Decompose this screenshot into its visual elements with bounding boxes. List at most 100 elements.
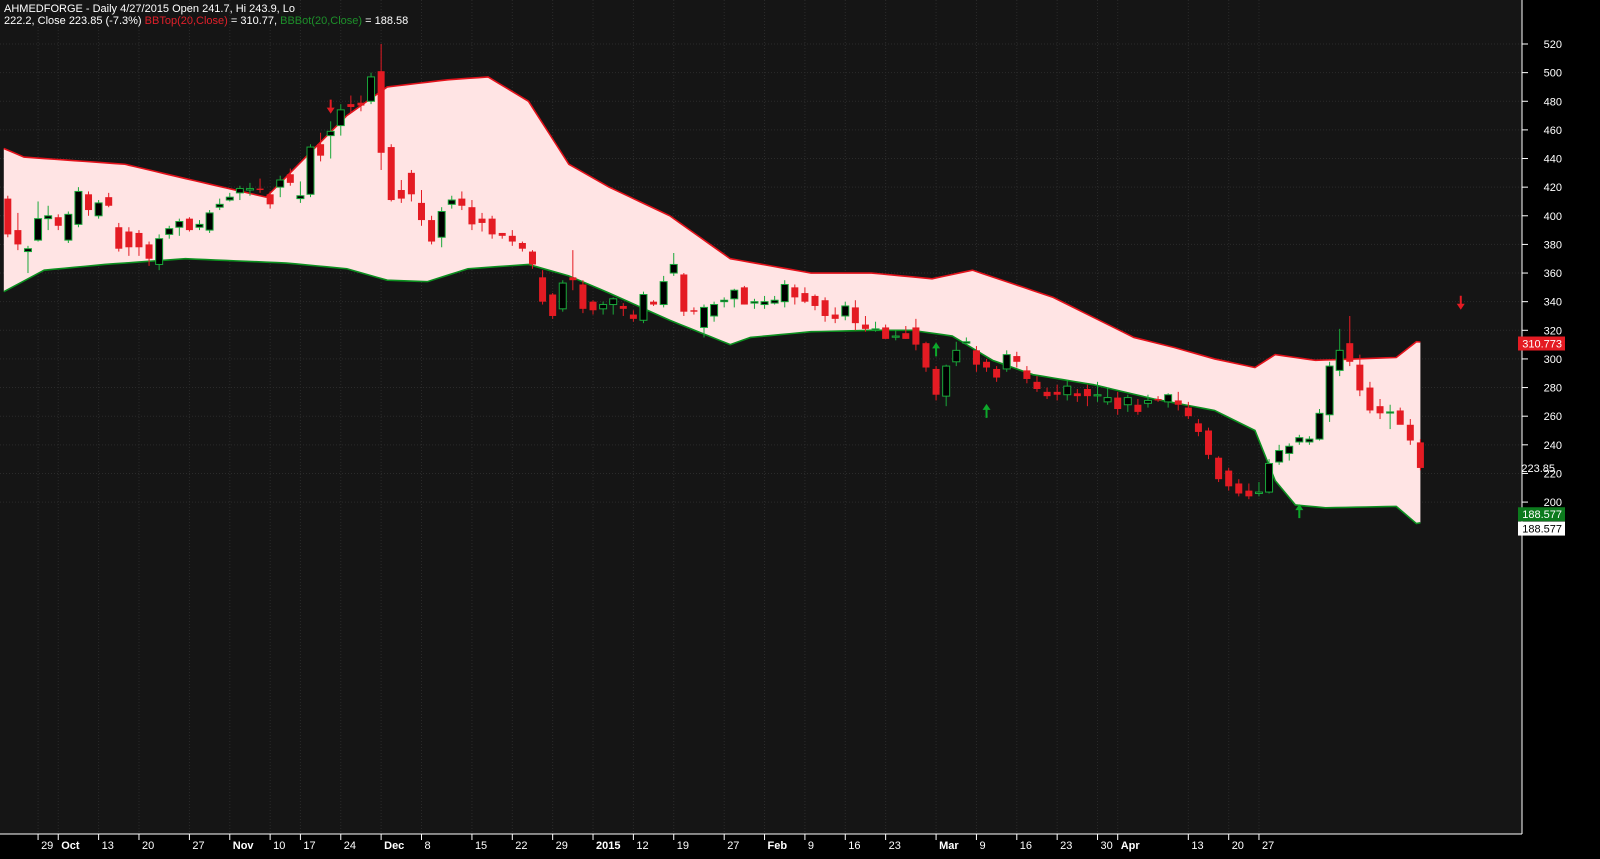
candle — [286, 168, 294, 186]
candle — [619, 303, 627, 316]
candle-body — [1164, 394, 1173, 403]
candle-body — [861, 324, 869, 329]
candle-body — [639, 294, 648, 321]
candle — [528, 250, 536, 269]
candle — [1376, 399, 1384, 420]
candle-body — [447, 199, 456, 205]
x-tick-label: 19 — [677, 840, 689, 852]
x-tick-label: Feb — [768, 840, 788, 852]
bbtop-legend-value: = 310.77, — [227, 15, 278, 27]
bbbot-value-badge-white-bg — [1518, 521, 1565, 536]
bbbot-legend-value: = 188.58 — [362, 15, 409, 27]
candle — [710, 301, 719, 322]
candle-body — [105, 197, 113, 206]
candle — [74, 187, 83, 228]
x-tick-label: 27 — [727, 840, 739, 852]
close-change-text: 222.2, Close 223.85 (-7.3%) — [4, 15, 142, 27]
candle — [1083, 384, 1091, 407]
candle — [589, 300, 597, 315]
candle — [831, 307, 839, 324]
candle — [367, 72, 376, 105]
candle — [549, 293, 557, 319]
candle-body — [296, 195, 305, 200]
candle-body — [801, 293, 809, 302]
candle — [599, 301, 608, 315]
x-tick-label: 16 — [848, 840, 860, 852]
x-tick-label: 27 — [192, 840, 204, 852]
candle — [135, 230, 143, 256]
candle-body — [1335, 349, 1344, 371]
bbbot-legend-label: BBBot(20,Close) — [280, 15, 363, 27]
y-tick-label: 400 — [1544, 211, 1562, 223]
candle — [407, 169, 415, 202]
candle-body — [1275, 450, 1284, 463]
candle-body — [1033, 381, 1041, 389]
candle-body — [245, 188, 254, 191]
candle-body — [932, 368, 940, 395]
sell-arrow-icon — [1456, 295, 1465, 310]
candle-body — [468, 207, 476, 225]
candle — [700, 304, 709, 338]
x-tick-label: 20 — [1232, 840, 1244, 852]
candle — [377, 44, 385, 170]
candle-body — [1245, 490, 1253, 497]
y-tick-label: 300 — [1544, 354, 1562, 366]
candle — [882, 324, 890, 339]
candle-body — [1225, 470, 1233, 487]
x-tick-label: 10 — [273, 840, 285, 852]
candle — [730, 288, 739, 308]
candle — [861, 315, 869, 332]
candle — [94, 200, 103, 219]
candle — [195, 220, 204, 231]
y-tick-label: 260 — [1544, 411, 1562, 423]
candle-body — [1103, 397, 1112, 403]
chart-header-line-2: 222.2, Close 223.85 (-7.3%) BBTop(20,Clo… — [4, 15, 408, 27]
candle — [518, 241, 526, 252]
candle — [1033, 376, 1041, 392]
candle-body — [367, 76, 376, 102]
candle — [1103, 387, 1112, 405]
candle — [902, 326, 910, 339]
candle — [780, 280, 789, 308]
candle — [1013, 351, 1021, 368]
candle — [115, 222, 123, 252]
candle-body — [539, 277, 547, 302]
candle-body — [407, 172, 415, 195]
candle-body — [629, 314, 637, 319]
sell-arrow-icon — [326, 99, 335, 114]
candle — [1225, 467, 1233, 491]
candle — [105, 192, 113, 208]
candle-body — [175, 221, 184, 228]
candle — [85, 191, 93, 216]
candle-body — [720, 299, 729, 303]
bbbot-value-badge-green: 188.577 — [1518, 507, 1565, 522]
candle-body — [1123, 397, 1132, 406]
candle-body — [14, 230, 22, 245]
x-tick-label: 13 — [102, 840, 114, 852]
candle — [841, 301, 850, 321]
candle-body — [1305, 438, 1314, 443]
x-axis-ticks: 29 Oct 13 20 27 Nov 10 17 24 Dec 8 15 22 29 2015 12 19 27… — [37, 834, 1274, 852]
x-tick-label: 30 — [1101, 840, 1113, 852]
candle — [1194, 419, 1202, 437]
candle-body — [508, 235, 516, 242]
candle-body — [1134, 404, 1142, 412]
x-tick-label: 17 — [303, 840, 315, 852]
candle-body — [1366, 387, 1374, 411]
y-tick-label: 460 — [1544, 125, 1562, 137]
x-tick-label: 29 — [556, 840, 568, 852]
candle-body — [730, 289, 739, 300]
candle — [498, 232, 506, 239]
candle — [1063, 380, 1072, 401]
candle — [296, 181, 305, 203]
candle — [1143, 394, 1152, 408]
candle — [871, 321, 880, 332]
candle-body — [821, 300, 829, 316]
candle — [447, 195, 456, 209]
candle-body — [256, 188, 264, 191]
buy-arrow-icon — [932, 342, 941, 357]
candle — [720, 297, 729, 308]
candle — [942, 364, 951, 407]
x-tick-label: Mar — [939, 840, 959, 852]
